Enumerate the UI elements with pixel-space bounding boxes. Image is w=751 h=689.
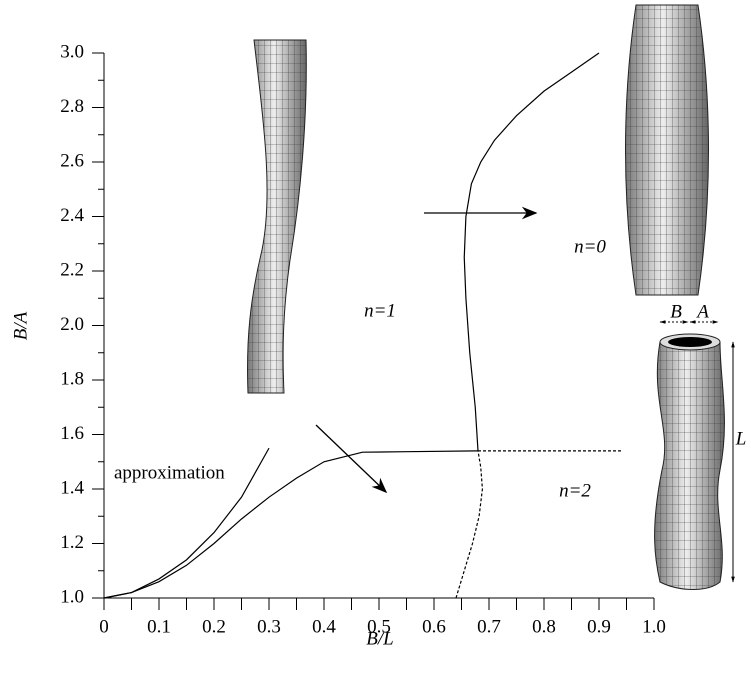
cylinder-n0 (626, 5, 709, 295)
annotation: L (735, 428, 747, 449)
x-tick-label: 0.8 (532, 616, 556, 637)
y-tick-label: 2.8 (60, 96, 84, 117)
annotation: n=0 (574, 236, 606, 257)
illustrations (248, 5, 733, 590)
annotation: B (670, 301, 682, 322)
y-tick-label: 2.2 (60, 259, 84, 280)
y-tick-label: 1.8 (60, 368, 84, 389)
x-tick-label: 0.6 (422, 616, 446, 637)
x-tick-label: 0 (99, 616, 109, 637)
annotation: n=2 (559, 480, 591, 501)
arrow (316, 425, 386, 492)
x-tick-label: 0.4 (312, 616, 336, 637)
y-tick-label: 2.0 (60, 314, 84, 335)
x-tick-label: 0.2 (202, 616, 226, 637)
y-tick-label: 2.4 (60, 205, 84, 226)
cylinder-n1 (248, 40, 307, 393)
x-tick-label: 0.9 (587, 616, 611, 637)
y-tick-label: 1.2 (60, 532, 84, 553)
y-tick-label: 1.6 (60, 423, 84, 444)
curve (456, 451, 482, 598)
cylinder-n2 (655, 322, 733, 590)
x-tick-label: 1.0 (642, 616, 666, 637)
x-tick-label: 0.5 (367, 616, 391, 637)
y-tick-label: 2.6 (60, 150, 84, 171)
x-tick-label: 0.3 (257, 616, 281, 637)
y-tick-label: 3.0 (60, 41, 84, 62)
annotation: n=1 (364, 300, 396, 321)
y-axis-label: B/A (10, 311, 31, 340)
y-tick-label: 1.4 (60, 477, 84, 498)
annotation: A (695, 301, 709, 322)
annotation: approximation (114, 462, 225, 483)
chart: B/L B/A 00.10.20.30.40.50.60.70.80.91.01… (0, 0, 751, 689)
x-tick-label: 0.7 (477, 616, 501, 637)
y-tick-label: 1.0 (60, 586, 84, 607)
x-tick-label: 0.1 (147, 616, 171, 637)
